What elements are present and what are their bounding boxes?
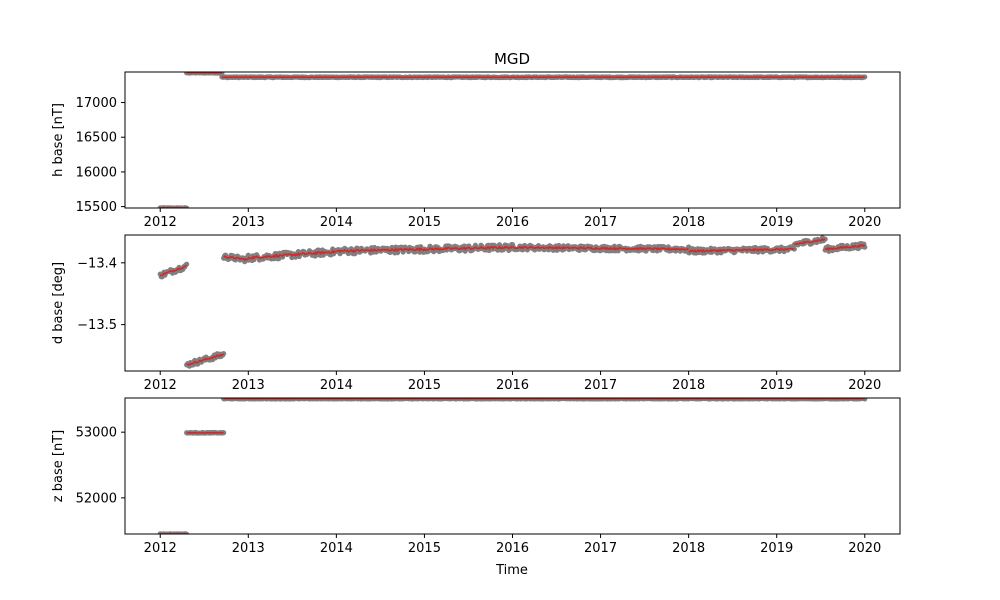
trend-line <box>186 353 225 366</box>
x-tick-label: 2019 <box>760 215 793 230</box>
x-tick-label: 2012 <box>144 541 177 556</box>
trend-lines <box>159 237 866 366</box>
y-tick-label: 16000 <box>76 165 117 180</box>
x-tick-label: 2015 <box>408 378 441 393</box>
x-tick-label: 2014 <box>320 541 353 556</box>
panel-1: 15500 16000 16500 17000 2012 2013 2014 2015 2016… <box>51 71 901 230</box>
data-point <box>862 74 868 80</box>
x-tick-label: 2016 <box>496 541 529 556</box>
trend-line <box>688 247 795 253</box>
y-axis-label: h base [nT] <box>51 103 66 177</box>
y-axis-label: d base [deg] <box>51 262 66 344</box>
y-tick-label: 15500 <box>76 200 117 215</box>
panel-2: −13.5 −13.4 2012 2013 2014 2015 2016 2017 2018 20… <box>51 234 901 393</box>
x-tick-label: 2012 <box>144 215 177 230</box>
x-tick-label: 2018 <box>672 215 705 230</box>
trend-line <box>336 245 513 254</box>
x-tick-label: 2013 <box>232 541 265 556</box>
y-tick-label: 17000 <box>76 96 117 111</box>
x-tick-label: 2015 <box>408 215 441 230</box>
x-tick-label: 2018 <box>672 541 705 556</box>
x-tick-label: 2017 <box>584 378 617 393</box>
x-tick-label: 2013 <box>232 215 265 230</box>
x-tick-label: 2020 <box>848 378 881 393</box>
trend-line <box>159 264 188 277</box>
x-tick-label: 2019 <box>760 378 793 393</box>
trend-line <box>824 243 866 252</box>
x-tick-label: 2016 <box>496 378 529 393</box>
x-tick-label: 2014 <box>320 378 353 393</box>
x-tick-label: 2012 <box>144 378 177 393</box>
x-tick-label: 2020 <box>848 215 881 230</box>
x-tick-label: 2016 <box>496 215 529 230</box>
trend-line <box>223 255 249 262</box>
y-tick-label: −13.5 <box>77 318 117 333</box>
y-tick-label: −13.4 <box>77 256 117 271</box>
y-tick-label: 16500 <box>76 131 117 146</box>
chart-title: MGD <box>494 50 530 68</box>
x-tick-label: 2014 <box>320 215 353 230</box>
trend-line <box>793 237 826 246</box>
x-tick-label: 2017 <box>584 541 617 556</box>
x-tick-label: 2018 <box>672 378 705 393</box>
trend-line <box>512 245 690 251</box>
x-tick-label: 2017 <box>584 215 617 230</box>
panels: 15500 16000 16500 17000 2012 2013 2014 2015 2016… <box>51 71 901 556</box>
panel-3: 52000 53000 2012 2013 2014 2015 2016 2017 2018 20… <box>51 397 901 556</box>
x-tick-label: 2013 <box>232 378 265 393</box>
y-axis-label: z base [nT] <box>51 430 66 502</box>
x-axis-label: Time <box>495 563 528 578</box>
trend-line <box>247 249 337 260</box>
y-tick-label: 52000 <box>76 491 117 506</box>
x-tick-label: 2020 <box>848 541 881 556</box>
x-tick-label: 2019 <box>760 541 793 556</box>
x-tick-label: 2015 <box>408 541 441 556</box>
y-tick-label: 53000 <box>76 426 117 441</box>
